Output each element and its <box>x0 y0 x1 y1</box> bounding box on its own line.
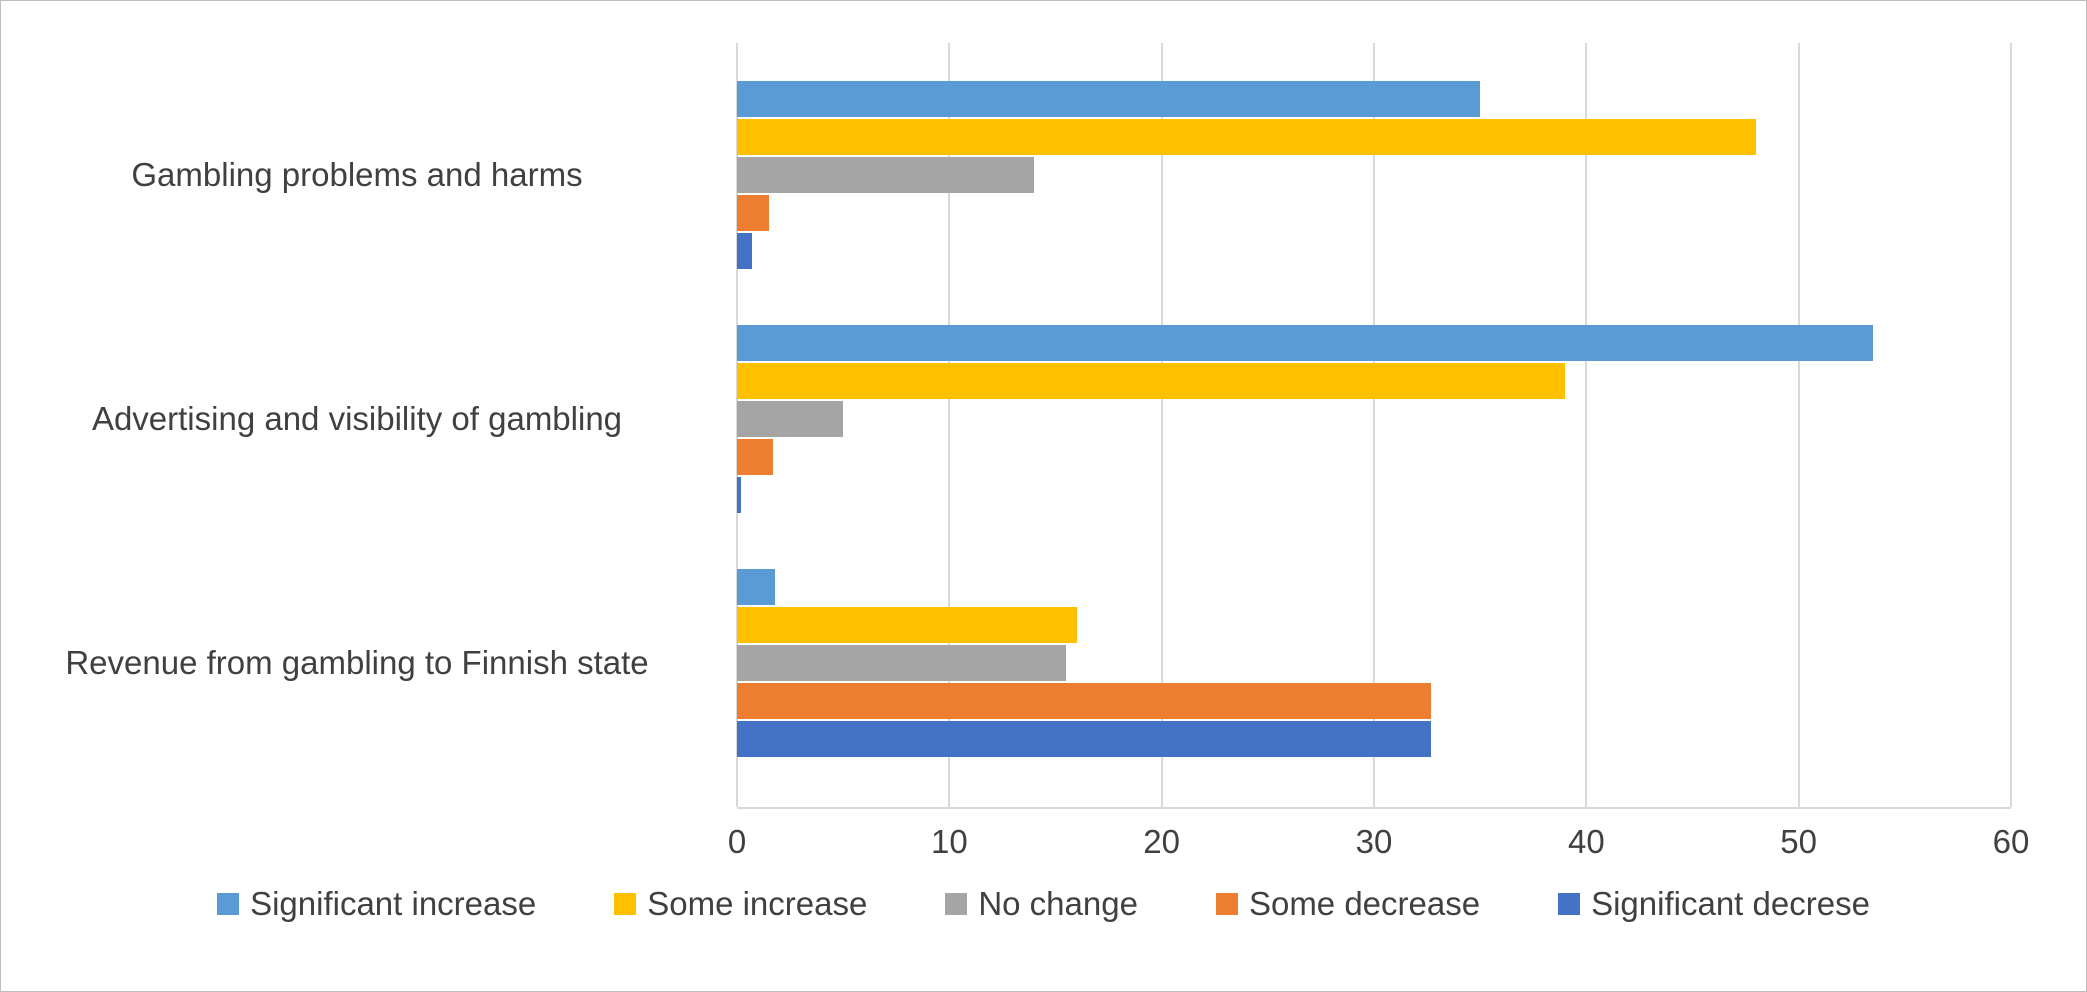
bar <box>737 81 1481 117</box>
legend-item: Significant decrese <box>1558 885 1870 923</box>
gridline <box>948 43 951 807</box>
legend-item: No change <box>945 885 1138 923</box>
bar <box>737 119 1757 155</box>
bar <box>737 721 1432 757</box>
x-tick-label: 40 <box>1567 823 1605 860</box>
bar-groups <box>737 43 2011 807</box>
x-tick-label: 0 <box>727 823 747 860</box>
category-axis: Gambling problems and harms Advertising a… <box>1 43 737 809</box>
x-tick-label: 20 <box>1143 823 1181 860</box>
bar <box>737 233 752 269</box>
x-tick-label: 60 <box>1992 823 2030 860</box>
gridline <box>1160 43 1163 807</box>
legend-swatch-icon <box>614 893 637 915</box>
gridline <box>2010 43 2012 807</box>
gridline <box>1373 43 1375 807</box>
legend-label: No change <box>978 885 1138 922</box>
legend-label: Significant increase <box>250 885 537 922</box>
plot-area <box>736 43 2012 809</box>
value-axis: 0 10 20 30 40 50 60 <box>728 809 2030 869</box>
legend-label: Some increase <box>647 885 868 922</box>
legend-swatch-icon <box>1215 893 1238 915</box>
bar <box>737 607 1077 643</box>
category-label: Revenue from gambling to Finnish state <box>65 644 649 682</box>
bar <box>737 477 742 513</box>
category-label: Advertising and visibility of gambling <box>91 400 623 438</box>
bar <box>737 645 1067 681</box>
bar <box>737 363 1566 399</box>
legend-swatch-icon <box>217 893 240 915</box>
legend-swatch-icon <box>1558 893 1581 915</box>
category-group <box>737 569 2011 757</box>
bar <box>737 325 1873 361</box>
legend-label: Some decrease <box>1248 885 1481 922</box>
legend-label: Significant decrese <box>1591 885 1870 922</box>
bar <box>737 195 769 231</box>
bar <box>737 157 1035 193</box>
gridline <box>1797 43 1800 807</box>
legend-swatch-icon <box>945 893 968 915</box>
category-group <box>737 325 2011 513</box>
bar <box>737 439 774 475</box>
category-label: Gambling problems and harms <box>131 156 583 194</box>
bar <box>737 401 844 437</box>
chart-area: Gambling problems and harms Advertising a… <box>1 43 2086 809</box>
x-tick-label: 10 <box>930 823 968 860</box>
x-tick-label: 50 <box>1780 823 1818 860</box>
legend: Significant increase Some increase No chan… <box>1 885 2086 923</box>
gridline <box>1585 43 1588 807</box>
legend-item: Some decrease <box>1215 885 1481 923</box>
bar <box>737 569 776 605</box>
bar <box>737 683 1432 719</box>
legend-item: Significant increase <box>217 885 536 923</box>
x-tick-label: 30 <box>1355 823 1393 860</box>
legend-item: Some increase <box>614 885 867 923</box>
category-group <box>737 81 2011 269</box>
